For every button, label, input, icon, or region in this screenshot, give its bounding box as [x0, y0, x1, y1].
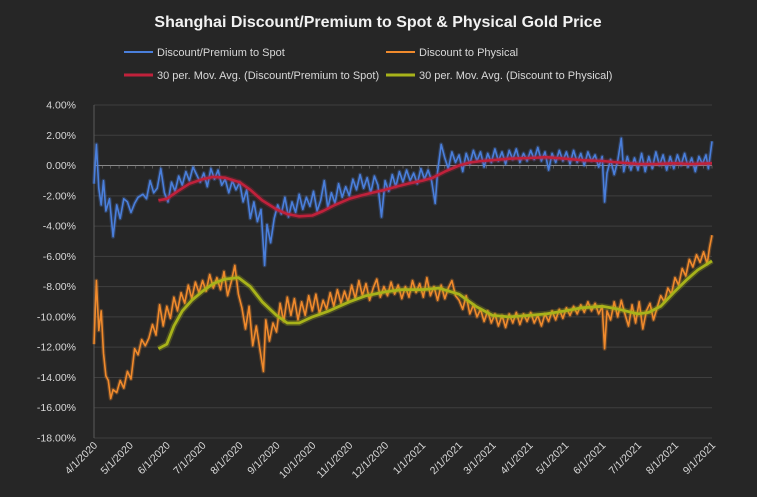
y-tick-label: -6.00% [43, 251, 76, 263]
y-tick-label: -18.00% [37, 433, 76, 445]
x-tick-label: 5/1/2020 [99, 440, 136, 477]
y-tick-label: -16.00% [37, 402, 76, 414]
legend-entry: Discount/Premium to Spot [157, 47, 285, 59]
y-tick-label: 2.00% [46, 130, 76, 142]
x-tick-label: 12/1/2020 [350, 440, 392, 482]
x-tick-label: 6/1/2020 [136, 440, 173, 477]
y-tick-label: -14.00% [37, 372, 76, 384]
y-tick-label: 4.00% [46, 100, 76, 112]
series-line [93, 137, 713, 267]
y-tick-label: -8.00% [43, 281, 76, 293]
x-tick-label: 4/1/2021 [498, 440, 535, 477]
legend-entry: 30 per. Mov. Avg. (Discount to Physical) [419, 70, 612, 82]
x-tick-label: 8/1/2021 [644, 440, 681, 477]
y-tick-label: -12.00% [37, 342, 76, 354]
legend-entry: Discount to Physical [419, 47, 518, 59]
y-axis-ticks: 4.00% 2.00% 0.00% -2.00% -4.00% -6.00% -8.00% -… [37, 100, 76, 445]
x-tick-label: 7/1/2021 [607, 440, 644, 477]
y-tick-label: -4.00% [43, 221, 76, 233]
x-tick-label: 2/1/2021 [428, 440, 465, 477]
y-tick-label: 0.00% [46, 160, 76, 172]
series-line [158, 155, 713, 218]
series-group [92, 136, 714, 401]
x-tick-label: 7/1/2020 [171, 440, 208, 477]
series-line [157, 259, 713, 350]
chart-title: Shanghai Discount/Premium to Spot & Phys… [154, 14, 601, 31]
series-glow [92, 136, 714, 268]
x-tick-label: 3/1/2021 [461, 440, 498, 477]
series-line [93, 235, 713, 400]
y-tick-label: -10.00% [37, 311, 76, 323]
x-tick-label: 6/1/2021 [571, 440, 608, 477]
legend-entry: 30 per. Mov. Avg. (Discount/Premium to S… [157, 70, 379, 82]
x-tick-label: 8/1/2020 [208, 440, 245, 477]
y-tick-label: -2.00% [43, 190, 76, 202]
x-tick-label: 4/1/2020 [63, 440, 100, 477]
x-tick-label: 1/1/2021 [391, 440, 428, 477]
x-tick-label: 5/1/2021 [534, 440, 571, 477]
x-tick-label: 10/1/2020 [277, 440, 319, 482]
x-tick-label: 9/1/2021 [681, 440, 718, 477]
legend: Discount/Premium to Spot Discount to Phys… [124, 47, 612, 82]
x-tick-label: 11/1/2020 [314, 440, 355, 481]
